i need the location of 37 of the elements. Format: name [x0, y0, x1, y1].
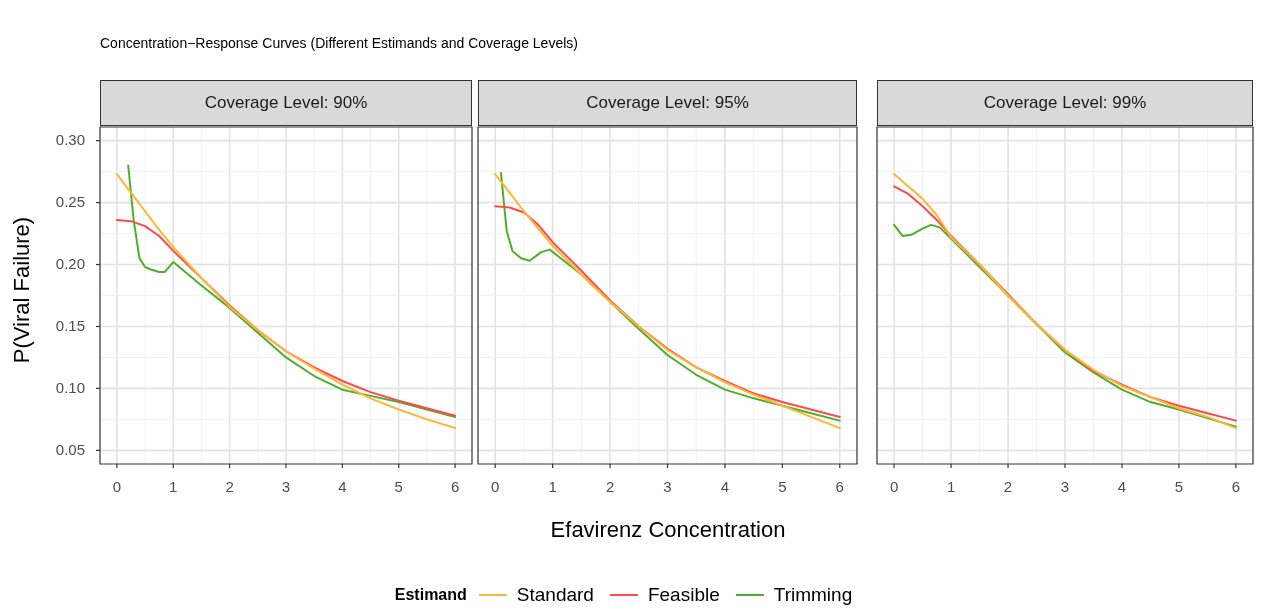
x-tick-label: 6: [835, 478, 844, 496]
x-tick-label: 1: [946, 478, 956, 496]
y-tick-label: 0.10: [55, 378, 85, 396]
x-tick-label: 6: [450, 478, 460, 496]
x-tick-label: 4: [1117, 478, 1127, 496]
x-tick-label: 1: [169, 478, 178, 496]
y-tick-label: 0.25: [55, 192, 85, 210]
text: Concentration−Response Curves (Different Estimands and Coverage Levels): [100, 35, 578, 51]
legend-label: Standard: [516, 584, 594, 606]
y-tick-label: 0.05: [55, 440, 85, 458]
y-tick-label: 0.20: [55, 254, 85, 272]
chart-title: Coverage Level: 99%: [877, 80, 1253, 126]
chart-title: Coverage Level: 95%: [478, 80, 857, 126]
x-tick-label: 5: [1174, 478, 1184, 496]
x-tick-label: 5: [778, 478, 787, 496]
x-tick-label: 3: [1060, 478, 1070, 496]
y-axis-title: P(Viral Failure): [9, 216, 35, 364]
legend-label: Feasible: [647, 584, 720, 606]
y-tick-label: 0.30: [55, 130, 85, 148]
x-tick-label: 2: [1003, 478, 1013, 496]
x-tick-label: 3: [281, 478, 291, 496]
x-tick-label: 2: [225, 478, 234, 496]
x-tick-label: 0: [889, 478, 899, 496]
x-tick-label: 6: [1231, 478, 1241, 496]
x-tick-label: 0: [491, 478, 500, 496]
legend-title: Estimand: [394, 586, 467, 604]
x-tick-label: 4: [338, 478, 347, 496]
y-tick-label: 0.15: [55, 316, 85, 334]
x-tick-label: 5: [394, 478, 403, 496]
x-tick-label: 3: [663, 478, 672, 496]
x-tick-label: 2: [605, 478, 615, 496]
chart-title: Coverage Level: 90%: [100, 80, 472, 126]
x-tick-label: 0: [112, 478, 122, 496]
x-tick-label: 1: [548, 478, 557, 496]
x-axis-title: Efavirenz Concentration: [550, 517, 786, 543]
legend-label: Trimming: [773, 584, 853, 606]
x-tick-label: 4: [720, 478, 730, 496]
